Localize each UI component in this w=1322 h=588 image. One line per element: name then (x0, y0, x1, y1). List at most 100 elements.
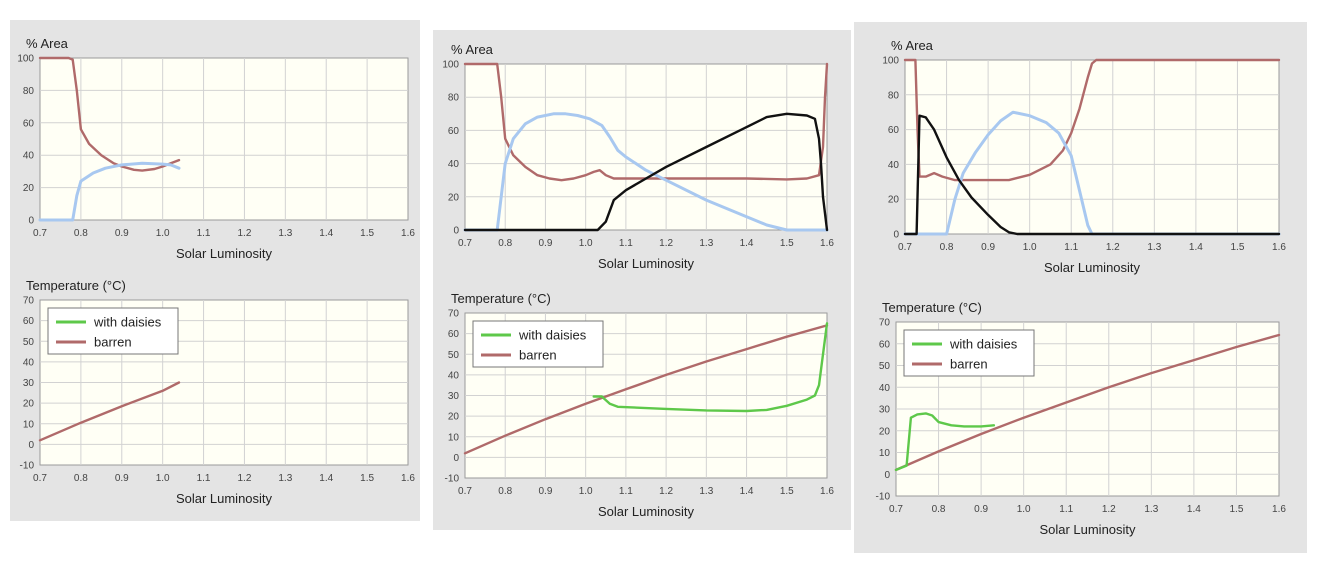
y-tick-label: 100 (882, 56, 899, 67)
x-tick-label: 0.8 (498, 486, 512, 497)
y-tick-label: 40 (23, 357, 35, 368)
x-tick-label: 0.9 (974, 504, 988, 515)
x-axis-title: Solar Luminosity (598, 256, 695, 271)
series-line-0 (463, 324, 829, 455)
y-tick-label: 80 (23, 86, 35, 97)
x-tick-label: 1.0 (1023, 242, 1037, 253)
x-tick-label: 0.9 (981, 242, 995, 253)
x-tick-label: 1.0 (579, 486, 593, 497)
x-tick-label: 0.8 (74, 228, 88, 239)
x-tick-label: 0.7 (33, 473, 47, 484)
y-tick-label: 0 (893, 230, 899, 241)
x-tick-label: 1.2 (1102, 504, 1116, 515)
y-tick-label: 40 (448, 159, 460, 170)
y-tick-label: 60 (879, 339, 891, 350)
x-tick-label: 1.0 (156, 228, 170, 239)
y-tick-label: 50 (879, 361, 891, 372)
x-tick-label: 1.2 (237, 473, 251, 484)
legend-label: barren (94, 335, 132, 350)
x-tick-label: 1.3 (1147, 242, 1161, 253)
y-axis-title: Temperature (°C) (882, 300, 982, 315)
y-tick-label: 30 (448, 391, 460, 402)
series-line-1 (903, 110, 1281, 236)
y-tick-label: -10 (20, 461, 35, 472)
y-tick-label: 10 (448, 432, 460, 443)
x-tick-label: 1.6 (401, 228, 415, 239)
series-line-1 (463, 112, 829, 232)
x-axis-title: Solar Luminosity (598, 504, 695, 519)
y-axis-title: Temperature (°C) (26, 278, 126, 293)
x-tick-label: 1.1 (619, 486, 633, 497)
plot-area (464, 63, 828, 231)
panel-2-svg: 0.7 0.8 0.9 1.0 1.1 1.2 1.3 1.4 1.5 1.6 0 20 40 60 80 1… (442, 42, 835, 519)
series-line-1 (894, 412, 996, 472)
x-tick-label: 1.3 (699, 486, 713, 497)
y-tick-label: 20 (23, 183, 35, 194)
y-tick-label: 50 (23, 337, 35, 348)
x-axis-title: Solar Luminosity (1044, 260, 1141, 275)
simulation-panel-3: 0.7 0.8 0.9 1.0 1.1 1.2 1.3 1.4 1.5 1.6 0 20 40 60 80 1… (854, 22, 1307, 553)
y-tick-label: 60 (448, 126, 460, 137)
x-tick-label: 1.3 (278, 473, 292, 484)
series-line-0 (463, 62, 829, 182)
x-tick-label: 1.3 (699, 238, 713, 249)
x-tick-label: 1.0 (1017, 504, 1031, 515)
y-tick-label: 60 (448, 329, 460, 340)
y-tick-label: 30 (23, 378, 35, 389)
y-tick-label: 30 (879, 405, 891, 416)
x-tick-label: 1.1 (1059, 504, 1073, 515)
x-tick-label: 0.8 (74, 473, 88, 484)
area-chart-1: 0.7 0.8 0.9 1.0 1.1 1.2 1.3 1.4 1.5 1.6 0 20 40 60 80 1… (17, 36, 415, 261)
x-tick-label: 1.4 (1187, 504, 1201, 515)
x-tick-label: 1.1 (197, 228, 211, 239)
y-tick-label: 80 (888, 90, 900, 101)
x-tick-label: 1.4 (319, 473, 333, 484)
x-tick-label: 1.2 (659, 238, 673, 249)
series-line-0 (38, 56, 181, 172)
x-tick-label: 1.2 (659, 486, 673, 497)
x-tick-label: 1.5 (1229, 504, 1243, 515)
y-tick-label: -10 (445, 474, 460, 485)
series-line-0 (894, 333, 1281, 472)
series-line-2 (903, 114, 1281, 236)
x-tick-label: 1.6 (1272, 504, 1286, 515)
legend-label: barren (519, 348, 557, 363)
x-tick-label: 1.1 (197, 473, 211, 484)
y-tick-label: 100 (442, 60, 459, 71)
y-tick-label: 50 (448, 350, 460, 361)
y-tick-label: 20 (888, 195, 900, 206)
x-tick-label: 1.2 (1106, 242, 1120, 253)
simulation-panel-1: 0.7 0.8 0.9 1.0 1.1 1.2 1.3 1.4 1.5 1.6 0 20 40 60 80 1… (10, 20, 420, 521)
y-tick-label: 60 (23, 316, 35, 327)
y-tick-label: 20 (879, 426, 891, 437)
x-tick-label: 1.5 (1230, 242, 1244, 253)
x-tick-label: 1.5 (360, 473, 374, 484)
x-tick-label: 0.8 (932, 504, 946, 515)
y-tick-label: 40 (888, 160, 900, 171)
temperature-chart-2: 0.7 0.8 0.9 1.0 1.1 1.2 1.3 1.4 1.5 1.6 -10 0 10 20 30… (445, 291, 835, 519)
y-tick-label: 0 (28, 216, 34, 227)
plot-area (904, 59, 1280, 235)
y-tick-label: 0 (453, 453, 459, 464)
series-line-0 (38, 381, 181, 442)
legend (472, 320, 604, 368)
x-tick-label: 0.9 (115, 473, 129, 484)
x-axis-title: Solar Luminosity (176, 491, 273, 506)
y-tick-label: 0 (453, 226, 459, 237)
series-line-2 (463, 112, 829, 232)
y-axis-title: % Area (451, 42, 494, 57)
panel-3-svg: 0.7 0.8 0.9 1.0 1.1 1.2 1.3 1.4 1.5 1.6 0 20 40 60 80 1… (876, 38, 1287, 537)
y-tick-label: 0 (884, 470, 890, 481)
x-tick-label: 1.5 (360, 228, 374, 239)
x-tick-label: 1.3 (1144, 504, 1158, 515)
y-tick-label: 40 (879, 383, 891, 394)
y-axis-title: % Area (891, 38, 934, 53)
area-chart-2: 0.7 0.8 0.9 1.0 1.1 1.2 1.3 1.4 1.5 1.6 0 20 40 60 80 1… (442, 42, 834, 271)
simulation-panel-2: 0.7 0.8 0.9 1.0 1.1 1.2 1.3 1.4 1.5 1.6 0 20 40 60 80 1… (433, 30, 851, 530)
series-line-1 (38, 161, 181, 222)
x-tick-label: 1.6 (820, 238, 834, 249)
plot-area (39, 57, 409, 221)
x-axis-title: Solar Luminosity (176, 246, 273, 261)
y-tick-label: 20 (448, 412, 460, 423)
y-tick-label: -10 (876, 492, 891, 503)
